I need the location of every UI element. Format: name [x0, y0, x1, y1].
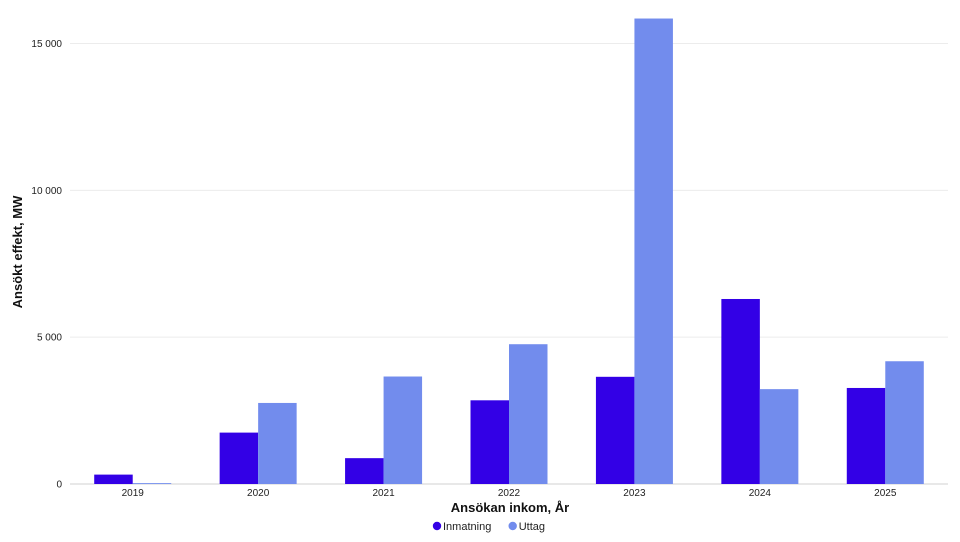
bar-uttag-2023 — [634, 18, 673, 484]
bar-uttag-2022 — [509, 344, 548, 484]
x-tick-label: 2023 — [623, 488, 646, 499]
y-tick-label: 0 — [56, 480, 62, 491]
x-axis-title: Ansökan inkom, År — [451, 500, 569, 515]
bar-inmatning-2020 — [219, 432, 259, 484]
y-axis-ticks: 0 5 000 10 000 15 000 — [31, 39, 62, 491]
bars — [94, 18, 924, 484]
bar-uttag-2019 — [132, 483, 172, 484]
x-tick-label: 2019 — [122, 488, 145, 499]
bar-uttag-2025 — [885, 361, 924, 484]
legend-label-uttag: Uttag — [519, 521, 545, 533]
x-axis-ticks: 2019 2020 2021 2022 2023 2024 2025 — [122, 488, 897, 499]
bar-inmatning-2023 — [595, 376, 635, 484]
y-tick-label: 15 000 — [31, 39, 62, 50]
bar-uttag-2020 — [258, 402, 297, 484]
bar-inmatning-2021 — [345, 458, 384, 484]
x-tick-label: 2020 — [247, 488, 270, 499]
bar-inmatning-2019 — [94, 474, 133, 484]
x-tick-label: 2022 — [498, 488, 521, 499]
y-tick-label: 5 000 — [37, 333, 62, 344]
legend: Inmatning Uttag — [432, 521, 545, 533]
x-tick-label: 2021 — [372, 488, 395, 499]
bar-uttag-2021 — [383, 376, 423, 484]
bar-inmatning-2025 — [846, 387, 886, 484]
x-tick-label: 2024 — [749, 488, 772, 499]
legend-marker-uttag — [508, 521, 517, 531]
bar-uttag-2024 — [759, 389, 799, 484]
y-axis-title: Ansökt effekt, MW — [10, 195, 25, 308]
legend-marker-inmatning — [432, 521, 442, 531]
bar-inmatning-2024 — [721, 298, 760, 484]
x-tick-label: 2025 — [874, 488, 897, 499]
legend-label-inmatning: Inmatning — [443, 521, 491, 533]
bar-inmatning-2022 — [470, 400, 509, 484]
gridlines — [70, 42, 948, 338]
y-tick-label: 10 000 — [31, 186, 62, 197]
